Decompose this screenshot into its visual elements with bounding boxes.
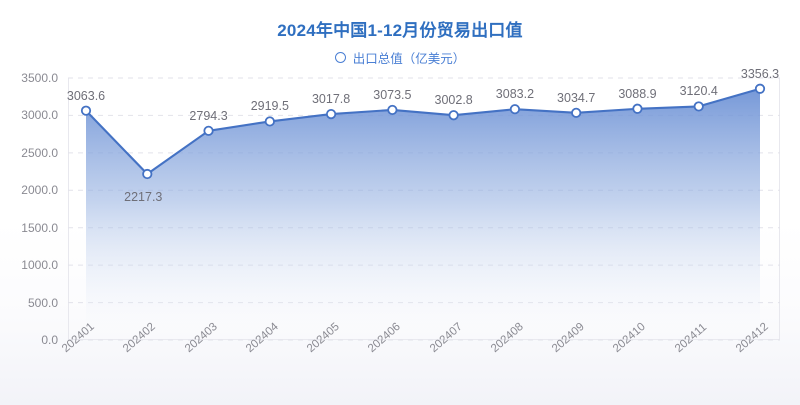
data-point-label: 3034.7: [557, 90, 596, 105]
data-point-marker[interactable]: [387, 104, 398, 116]
y-axis-tick-label: 1500.0: [21, 220, 58, 235]
data-point-marker[interactable]: [448, 110, 459, 121]
y-axis-tick-label: 3500.0: [21, 71, 58, 85]
data-point-label: 3017.8: [311, 92, 351, 107]
data-point-marker[interactable]: [693, 101, 704, 112]
y-axis-tick-label: 0.0: [41, 333, 58, 347]
chart-legend: 出口总值（亿美元）: [0, 48, 800, 67]
data-point-label: 3356.3: [740, 66, 780, 81]
chart-title: 2024年中国1-12月份贸易出口值: [277, 21, 523, 40]
data-point-marker[interactable]: [80, 105, 92, 116]
data-point-label: 3088.9: [618, 86, 657, 101]
series-area-fill: [86, 88, 760, 340]
data-point-label: 3083.2: [495, 87, 535, 102]
y-axis-tick-label: 2500.0: [21, 145, 58, 160]
data-point-marker[interactable]: [142, 168, 153, 180]
series-line: [84, 87, 762, 176]
data-point-label: 2919.5: [250, 99, 289, 114]
series-markers: [80, 83, 766, 180]
data-point-marker[interactable]: [632, 103, 643, 114]
data-point-marker[interactable]: [203, 125, 214, 136]
data-point-label: 2794.3: [189, 108, 228, 123]
data-point-label: 3120.4: [679, 84, 718, 99]
data-point-marker[interactable]: [264, 116, 275, 127]
y-axis-tick-label: 3000.0: [21, 108, 58, 123]
legend-marker-icon: [334, 52, 346, 63]
data-point-marker[interactable]: [754, 83, 766, 94]
data-point-label: 3063.6: [66, 88, 106, 103]
data-point-label: 2217.3: [124, 190, 163, 205]
data-point-marker[interactable]: [509, 104, 521, 115]
legend-item-label: 出口总值（亿美元）: [352, 52, 466, 66]
y-axis-tick-label: 500.0: [27, 295, 58, 310]
data-point-label: 3073.5: [373, 87, 412, 102]
data-point-marker[interactable]: [571, 107, 582, 118]
y-axis-tick-label: 2000.0: [21, 183, 58, 198]
data-point-label: 3002.8: [434, 93, 473, 108]
y-axis-tick-label: 1000.0: [21, 258, 58, 273]
data-point-marker[interactable]: [325, 108, 337, 120]
